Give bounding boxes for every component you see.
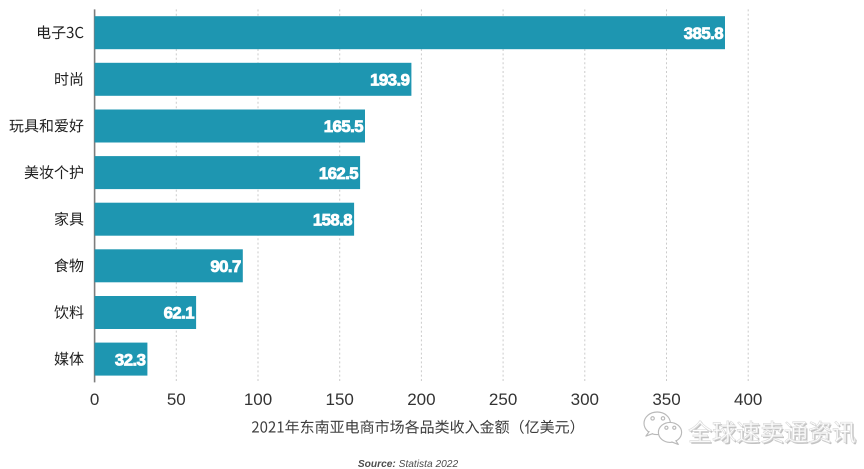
svg-text:Source: Statista 2022: Source: Statista 2022 [358,459,459,469]
svg-text:162.5: 162.5 [319,164,358,183]
svg-text:300: 300 [571,390,599,409]
svg-text:200: 200 [407,390,435,409]
svg-text:158.8: 158.8 [313,210,352,229]
svg-text:350: 350 [652,390,680,409]
svg-text:32.3: 32.3 [115,350,146,369]
svg-text:50: 50 [167,390,186,409]
svg-text:250: 250 [489,390,517,409]
svg-text:193.9: 193.9 [370,71,409,90]
svg-text:90.7: 90.7 [210,257,241,276]
svg-text:100: 100 [244,390,272,409]
svg-text:385.8: 385.8 [684,24,723,43]
svg-text:62.1: 62.1 [164,304,195,323]
svg-text:0: 0 [90,390,99,409]
svg-text:400: 400 [734,390,762,409]
svg-text:150: 150 [326,390,354,409]
svg-text:165.5: 165.5 [324,117,363,136]
